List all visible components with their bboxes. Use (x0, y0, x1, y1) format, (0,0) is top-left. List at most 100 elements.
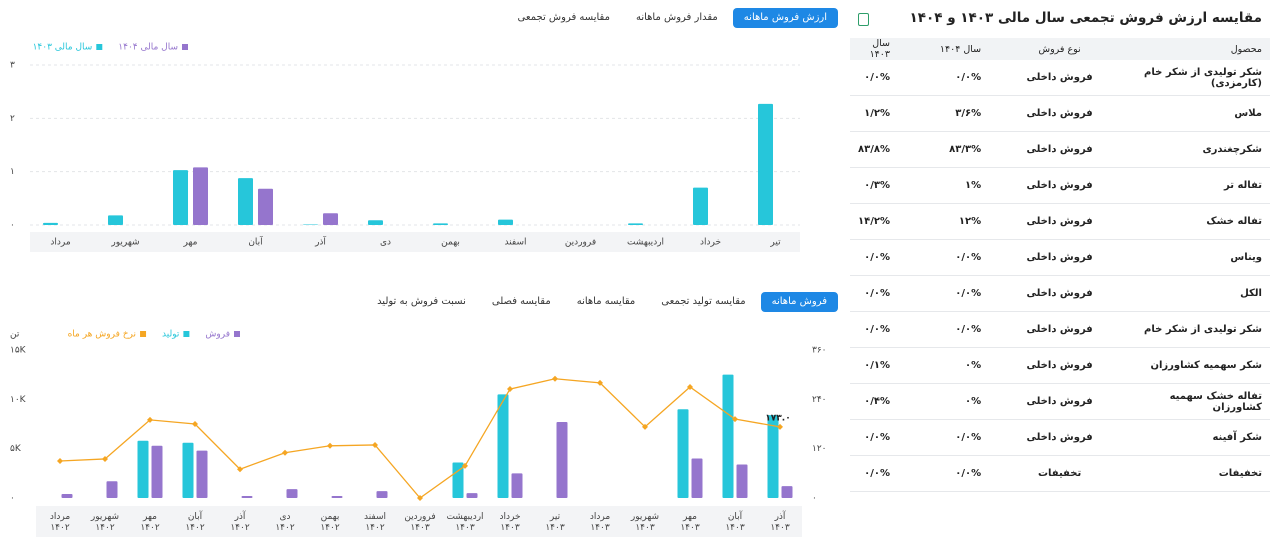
table-cell: ۱/۲% (850, 95, 906, 132)
header-row: محصول نوع فروش سال ۱۴۰۴ سال ۱۴۰۳ (850, 38, 1270, 60)
export-icon[interactable] (858, 13, 869, 26)
bar (182, 442, 194, 498)
x-tick-label: فروردین (565, 238, 596, 248)
bar (498, 219, 513, 225)
x-tick-label: بهمن ۱۴۰۲ (320, 512, 340, 533)
table-cell: ۰/۰% (905, 455, 1000, 492)
line-point (282, 449, 288, 456)
table-cell: ۰/۰% (850, 60, 906, 96)
table-cell: ملاس (1120, 95, 1270, 132)
table-cell: ۸۳/۳% (905, 131, 1000, 168)
table-row: تخفیفات تخفیفات ۰/۰% ۰/۰% (850, 455, 1270, 492)
tab[interactable]: ارزش فروش ماهانه (732, 8, 838, 28)
table-row: تفاله خشک سهمیه کشاورزان فروش داخلی ۰% ۰/۴% (850, 383, 1270, 420)
line-point (507, 386, 513, 393)
table-row: تفاله خشک فروش داخلی ۱۲% ۱۴/۲% (850, 203, 1270, 240)
table-cell: ۰/۰% (905, 275, 1000, 312)
table-cell: فروش داخلی (999, 419, 1121, 456)
bar (193, 167, 208, 225)
bar (173, 170, 188, 225)
legend-swatch (96, 44, 103, 50)
bar (258, 188, 273, 225)
column-header: سال ۱۴۰۳ (850, 38, 906, 60)
table-cell: ۰/۴% (850, 383, 906, 420)
legend-swatch (182, 44, 188, 50)
legend-label: سال مالی ۱۴۰۴ (118, 43, 178, 53)
table-row: الکل فروش داخلی ۰/۰% ۰/۰% (850, 275, 1270, 312)
legend-swatch (183, 331, 190, 337)
table-cell: ۰/۰% (850, 455, 906, 492)
table-row: ویناس فروش داخلی ۰/۰% ۰/۰% (850, 239, 1270, 276)
bar (238, 178, 253, 225)
x-tick-label: تیر (769, 238, 781, 248)
legend-label: تولید (162, 330, 180, 340)
bar (736, 464, 748, 498)
table-cell: شکرچغندری (1120, 131, 1270, 168)
bar (677, 409, 689, 498)
x-tick-label: مهر (183, 238, 198, 248)
legend-swatch (140, 331, 147, 337)
tab-bar: فروش ماهانه مقایسه تولید تجمعی مقایسه ماها… (366, 292, 838, 312)
y-tick-label: ۳ (10, 61, 15, 71)
tab[interactable]: مقایسه فروش تجمعی (517, 12, 610, 23)
x-tick-label: خرداد ۱۴۰۳ (499, 512, 520, 533)
line-point (57, 458, 63, 464)
x-tick-label: تیر ۱۴۰۳ (545, 512, 565, 533)
y-tick-label: ۱ (10, 167, 15, 177)
table-row: شکر سهمیه کشاورزان فروش داخلی ۰% ۰/۱% (850, 347, 1270, 384)
tab[interactable]: مقایسه تولید تجمعی (661, 296, 746, 307)
tab[interactable]: مقدار فروش ماهانه (635, 12, 718, 23)
table-cell: الکل (1120, 275, 1270, 312)
bar (241, 496, 253, 498)
x-axis-strip (30, 232, 800, 252)
bar (466, 493, 478, 498)
table-cell: شکر سهمیه کشاورزان (1120, 347, 1270, 384)
legend-swatch (234, 331, 240, 337)
bar (511, 473, 523, 498)
x-tick-label: آذر (314, 236, 326, 248)
tab[interactable]: نسبت فروش به تولید (377, 296, 466, 307)
x-tick-label: دی (380, 238, 391, 248)
bar (556, 422, 568, 498)
bar (497, 394, 509, 498)
bar (137, 440, 149, 498)
y-tick-label: ۱۵K (10, 346, 27, 356)
table-row: تفاله تر فروش داخلی ۱% ۰/۳% (850, 167, 1270, 204)
line-point (237, 466, 243, 473)
tab[interactable]: فروش ماهانه (760, 292, 838, 312)
table-cell: تخفیفات (1120, 455, 1270, 492)
table-panel: مقایسه ارزش فروش تجمعی سال مالی ۱۴۰۳ و ۱… (850, 0, 1270, 544)
table-cell: ۰/۰% (905, 311, 1000, 348)
table-cell: ۰/۰% (850, 239, 906, 276)
legend-label: فروش (205, 330, 230, 340)
table-row: شکر تولیدی از شکر خام (کارمزدی) فروش داخل… (850, 60, 1270, 96)
tab[interactable]: مقایسه فصلی (491, 296, 551, 307)
y2-tick-label: ۲۴۰ (812, 395, 827, 405)
line-point (102, 455, 108, 462)
x-tick-label: شهریور ۱۴۰۲ (90, 512, 119, 533)
bar (108, 215, 123, 225)
table-cell: ۱% (905, 167, 1000, 204)
x-tick-label: خرداد (700, 238, 721, 248)
table-cell: فروش داخلی (999, 239, 1121, 276)
tab[interactable]: مقایسه ماهانه (576, 296, 636, 307)
table-cell: فروش داخلی (999, 347, 1121, 384)
bar (368, 220, 383, 225)
bar (61, 494, 73, 498)
column-header: نوع فروش (999, 38, 1121, 60)
y2-tick-label: ۰ (812, 494, 817, 504)
table-cell: ۳/۶% (905, 95, 1000, 132)
table-cell: ۰/۰% (905, 419, 1000, 456)
table-cell: شکر تولیدی از شکر خام (کارمزدی) (1120, 60, 1270, 96)
x-tick-label: شهریور ۱۴۰۳ (630, 512, 659, 533)
x-axis-strip (36, 506, 802, 537)
bar (323, 213, 338, 225)
column-header: سال ۱۴۰۴ (905, 38, 1000, 60)
bar (196, 450, 208, 498)
table-cell: تفاله خشک سهمیه کشاورزان (1120, 383, 1270, 420)
table-cell: فروش داخلی (999, 131, 1121, 168)
table-cell: ۰/۰% (905, 60, 1000, 96)
table-cell: تفاله خشک (1120, 203, 1270, 240)
line-point (687, 384, 693, 390)
y-tick-label: ۰ (10, 494, 15, 504)
